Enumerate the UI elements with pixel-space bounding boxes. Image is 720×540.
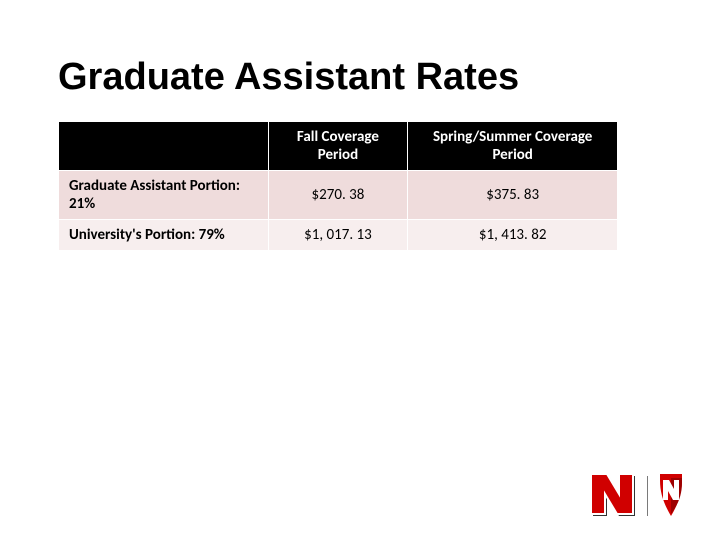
row-label-ga-portion: Graduate Assistant Portion: 21% [59, 171, 269, 220]
cell-ga-fall: $270. 38 [268, 171, 408, 220]
cell-ga-springsummer: $375. 83 [408, 171, 618, 220]
slide: Graduate Assistant Rates Fall Coverage P… [0, 0, 720, 540]
table-row: Graduate Assistant Portion: 21% $270. 38… [59, 171, 618, 220]
table-header-empty [59, 122, 269, 171]
cell-univ-fall: $1, 017. 13 [268, 220, 408, 251]
page-title: Graduate Assistant Rates [58, 56, 662, 99]
row-label-univ-portion: University's Portion: 79% [59, 220, 269, 251]
nu-n-logo-icon [591, 474, 639, 518]
nu-med-logo-icon [656, 474, 686, 518]
table-row: University's Portion: 79% $1, 017. 13 $1… [59, 220, 618, 251]
cell-univ-springsummer: $1, 413. 82 [408, 220, 618, 251]
table-header-spring-summer: Spring/Summer Coverage Period [408, 122, 618, 171]
rates-table: Fall Coverage Period Spring/Summer Cover… [58, 121, 618, 251]
logo-divider [647, 476, 648, 516]
table-header-row: Fall Coverage Period Spring/Summer Cover… [59, 122, 618, 171]
table-header-fall: Fall Coverage Period [268, 122, 408, 171]
footer-logos [591, 474, 686, 518]
